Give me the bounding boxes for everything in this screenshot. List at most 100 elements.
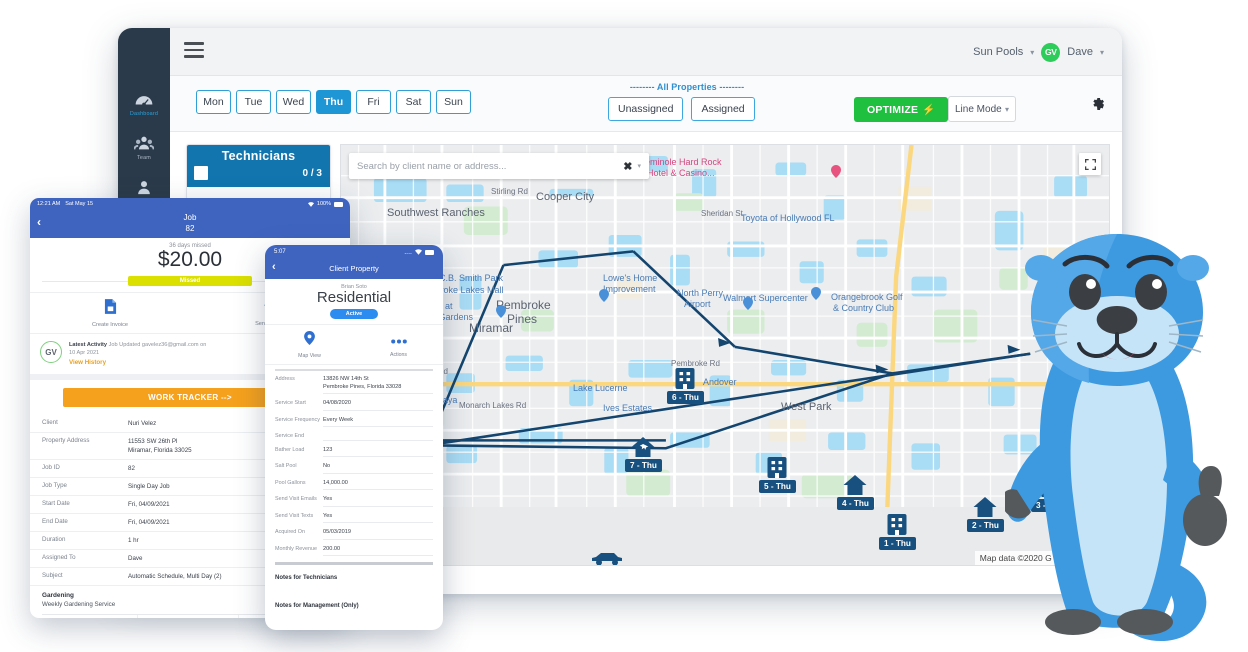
sidebar-item-label: Team [137, 155, 151, 161]
action-label: Actions [389, 352, 407, 358]
car-icon[interactable] [589, 549, 625, 566]
field-row: Service Frequency Every Week [265, 414, 443, 431]
row-key: Job Type [42, 482, 67, 489]
technicians-header: Technicians 0 / 3 [187, 145, 330, 187]
route-marker-6[interactable]: 6 - Thu [667, 368, 704, 404]
service-title: Gardening [42, 592, 74, 599]
technicians-title: Technicians [221, 149, 296, 163]
row-key: Client [42, 419, 58, 426]
sidebar-item-dashboard[interactable]: Dashboard [118, 80, 170, 124]
sidebar-item-label: Dashboard [129, 111, 159, 117]
row-key: Start Date [42, 500, 70, 507]
map-label: Lowe's Home [603, 273, 658, 283]
row-value: Automatic Schedule, Multi Day (2) [128, 573, 222, 580]
marker-label: 5 - Thu [759, 480, 796, 493]
latest-activity: GV Latest Activity Job Updated gavelez36… [30, 334, 350, 380]
field-value: 04/08/2020 [323, 400, 433, 411]
sidebar-item-team[interactable]: Team [118, 124, 170, 168]
field-key: Service Frequency [275, 416, 320, 423]
chevron-down-icon[interactable]: ▾ [637, 163, 641, 170]
day-button-thu[interactable]: Thu [316, 90, 351, 114]
chevron-down-icon[interactable]: ▾ [1099, 47, 1104, 57]
close-icon[interactable]: ✖ [623, 160, 633, 173]
field-row: Pool Gallons 14,000.00 [265, 477, 443, 494]
table-row: Assigned To Dave [30, 550, 350, 568]
action-label: Create Invoice [91, 322, 129, 328]
map-search-input[interactable]: Search by client name or address... ✖ ▾ [349, 153, 649, 179]
select-all-checkbox[interactable] [194, 166, 208, 180]
line-mode-label: Line Mode [955, 103, 1002, 115]
tablet-status-bar: 12:21 AM Sat May 15 100% [30, 198, 350, 210]
marker-label: 4 - Thu [837, 497, 874, 510]
day-button-sun[interactable]: Sun [436, 90, 471, 114]
avatar[interactable]: GV [1041, 42, 1061, 62]
signal-dots: .... [404, 248, 412, 256]
field-key: Send Visit Emails [275, 496, 317, 502]
gear-icon[interactable] [1090, 96, 1106, 112]
line-mode-select[interactable]: Line Mode ▾ [948, 96, 1016, 122]
status-time: 5:07 [274, 249, 286, 255]
existing-equipment-section: Existing Equipment [265, 621, 443, 630]
route-marker-7[interactable]: 7 - Thu [625, 437, 662, 472]
column-header: Unit Price [237, 615, 338, 618]
work-tracker-button[interactable]: WORK TRACKER --> [63, 388, 317, 407]
table-row: Start Date Fri, 04/09/2021 [30, 496, 350, 514]
building-icon [887, 514, 907, 535]
actions-button[interactable]: Actions [354, 325, 443, 364]
day-button-tue[interactable]: Tue [236, 90, 271, 114]
status-badge-row: Active [265, 306, 443, 324]
unassigned-button[interactable]: Unassigned [608, 97, 684, 121]
view-history-link[interactable]: View History [69, 359, 107, 366]
back-button[interactable]: ‹ [37, 215, 41, 229]
building-icon [675, 368, 695, 389]
route-marker-2[interactable]: 2 - Thu [967, 497, 1004, 532]
map-view-button[interactable]: Map View [265, 325, 354, 364]
day-button-sat[interactable]: Sat [396, 90, 431, 114]
status-time: 12:21 AM [37, 201, 61, 207]
field-row: Salt Pool No [265, 460, 443, 477]
field-value: 200.00 [323, 546, 433, 556]
map-label: Sheridan St [701, 209, 743, 218]
search-placeholder: Search by client name or address... [357, 160, 507, 172]
column-header: Item Type [42, 615, 137, 618]
day-button-fri[interactable]: Fri [356, 90, 391, 114]
map-label: & Country Club [833, 303, 895, 313]
battery-icon [425, 249, 434, 255]
day-button-mon[interactable]: Mon [196, 90, 231, 114]
assigned-button[interactable]: Assigned [691, 97, 755, 121]
company-name[interactable]: Sun Pools [973, 46, 1024, 58]
create-invoice-button[interactable]: Create Invoice [30, 293, 190, 333]
all-properties-header: -------- All Properties -------- [602, 82, 772, 92]
field-key: Pool Gallons [275, 479, 306, 486]
field-value: Yes [323, 496, 433, 507]
otter-mascot [1005, 234, 1227, 642]
optimize-button[interactable]: OPTIMIZE ⚡ [854, 97, 949, 122]
route-marker-1[interactable]: 1 - Thu [879, 514, 916, 550]
field-key: Bather Load [275, 446, 305, 453]
row-value: 82 [128, 465, 135, 472]
table-row: Job ID 82 [30, 460, 350, 478]
fullscreen-icon[interactable] [1079, 153, 1101, 175]
route-marker-4[interactable]: 4 - Thu [837, 475, 874, 510]
field-value: Yes [323, 513, 433, 523]
marker-label: 1 - Thu [879, 537, 916, 550]
map-label: West Park [781, 401, 832, 413]
status-badge: Active [329, 309, 379, 319]
table-row: Duration 1 hr [30, 532, 350, 550]
map-label: C.B. Smith Park [439, 273, 504, 283]
dashboard-icon [135, 96, 153, 107]
home-icon [973, 497, 997, 517]
table-row: End Date Fri, 04/09/2021 [30, 514, 350, 532]
chevron-down-icon[interactable]: ▾ [1030, 47, 1035, 57]
user-name[interactable]: Dave [1067, 46, 1093, 58]
row-value: 1 hr [128, 537, 139, 544]
route-marker-5[interactable]: 5 - Thu [759, 457, 796, 493]
scheduler-toolbar: Mon Tue Wed Thu Fri Sat Sun -------- All… [170, 76, 1122, 132]
hamburger-icon[interactable] [184, 42, 204, 58]
back-button[interactable]: ‹ [272, 261, 276, 273]
route-map[interactable]: Cooper City Southwest Ranches Stirling R… [340, 144, 1110, 566]
day-button-wed[interactable]: Wed [276, 90, 311, 114]
row-value: Single Day Job [128, 483, 170, 490]
activity-date: 10 Apr 2021 [69, 350, 100, 356]
